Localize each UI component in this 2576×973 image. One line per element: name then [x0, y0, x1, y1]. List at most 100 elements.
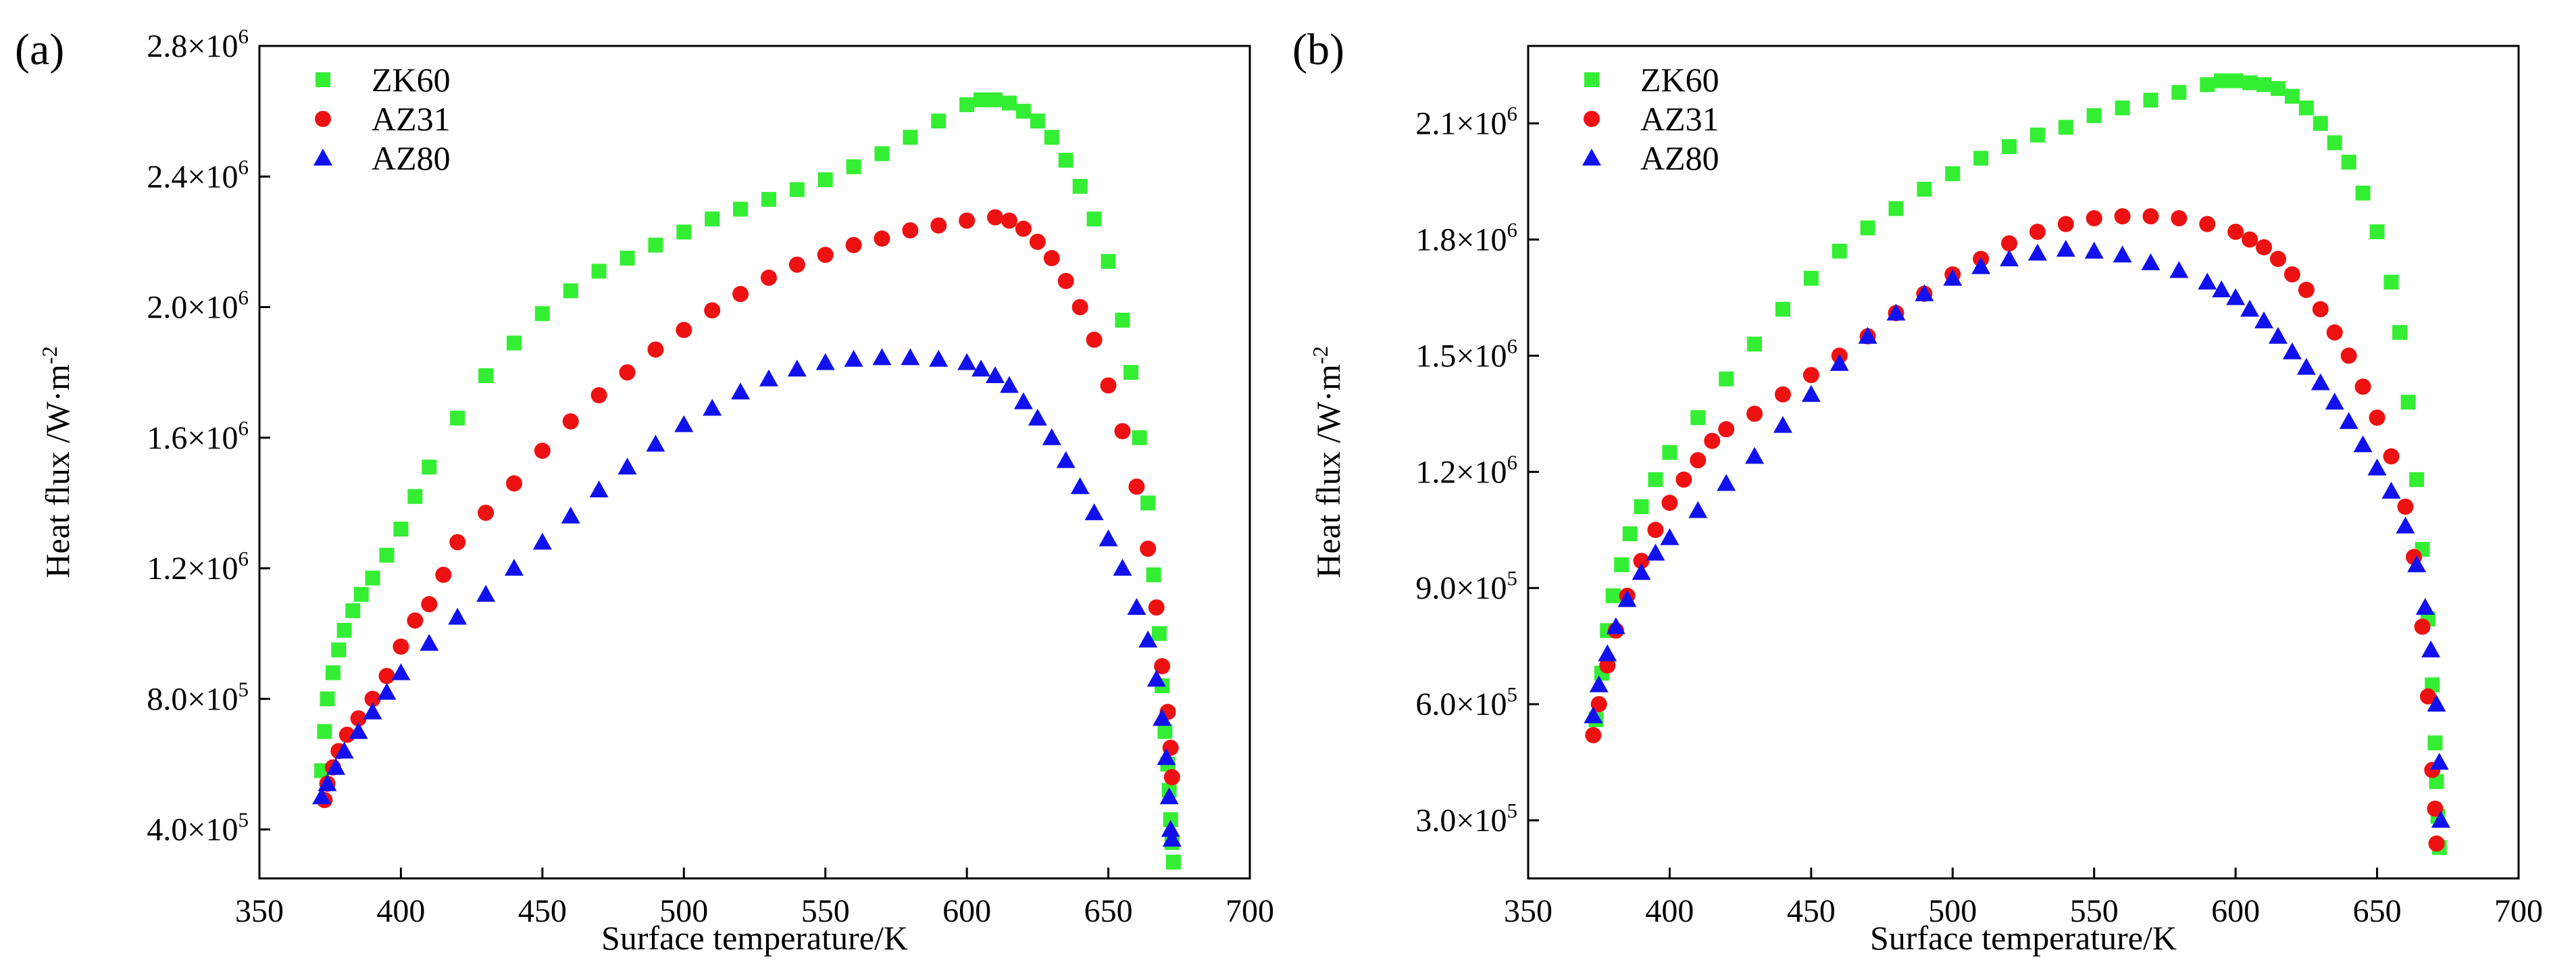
data-point: [1646, 543, 1665, 561]
data-point: [2427, 695, 2446, 712]
data-point: [1163, 769, 1180, 786]
data-point: [1001, 95, 1017, 111]
data-point: [363, 702, 382, 720]
data-point: [435, 566, 452, 583]
data-point: [704, 302, 721, 319]
x-axis-title: Surface temperature/K: [1870, 919, 2177, 957]
data-point: [589, 480, 609, 498]
data-point: [1100, 377, 1117, 394]
data-point: [2114, 208, 2131, 225]
data-point: [1888, 201, 1904, 216]
data-point: [478, 504, 495, 521]
legend-label: ZK60: [1640, 61, 1719, 99]
data-point: [2400, 395, 2416, 410]
data-point: [2001, 235, 2018, 252]
data-point: [421, 596, 438, 613]
legend-marker: [1584, 72, 1599, 87]
data-point: [957, 353, 977, 370]
data-point: [2383, 448, 2400, 465]
data-point: [1634, 499, 1649, 514]
data-point: [1832, 243, 1847, 259]
data-point: [931, 114, 946, 129]
data-point: [2058, 120, 2073, 135]
data-point: [2268, 326, 2288, 344]
data-point: [1801, 384, 1821, 402]
y-axis-title-sup: -2: [1308, 346, 1332, 364]
data-point: [2421, 640, 2441, 657]
data-point: [2429, 753, 2449, 770]
data-point: [393, 638, 409, 655]
data-point: [703, 399, 722, 416]
data-point: [365, 570, 380, 586]
data-point: [2369, 409, 2385, 426]
data-point: [1084, 503, 1104, 520]
data-point: [1161, 820, 1180, 837]
legend-label: AZ31: [1640, 100, 1719, 138]
data-point: [1123, 365, 1139, 380]
y-tick-label: 6.0×105: [1415, 682, 1517, 722]
data-point: [561, 506, 580, 524]
data-point: [2414, 618, 2431, 635]
data-point: [407, 612, 424, 629]
data-point: [1153, 709, 1172, 726]
data-point: [2310, 373, 2330, 391]
legend-label: AZ80: [1640, 139, 1719, 177]
data-point: [2339, 411, 2358, 429]
data-point: [1775, 301, 1790, 317]
data-point: [1718, 421, 1735, 438]
data-point: [2396, 516, 2415, 534]
data-point: [1072, 178, 1088, 194]
data-point: [1086, 211, 1102, 227]
data-point: [326, 757, 346, 775]
x-tick-label: 600: [942, 893, 991, 929]
data-point: [450, 410, 465, 426]
data-point: [646, 434, 665, 452]
data-point: [1128, 478, 1145, 495]
data-point: [1598, 644, 1617, 662]
data-point: [325, 665, 340, 680]
data-point: [846, 159, 861, 174]
legend-marker: [315, 72, 330, 87]
y-tick-label: 1.2×106: [1415, 450, 1517, 490]
plot-frame: [258, 45, 1251, 880]
data-point: [345, 603, 361, 618]
data-point: [1159, 787, 1179, 805]
data-point: [1043, 250, 1060, 267]
data-point: [2296, 357, 2316, 375]
data-point: [1606, 617, 1625, 634]
x-tick-label: 400: [376, 893, 425, 929]
data-point: [2353, 435, 2373, 453]
data-point: [331, 642, 347, 657]
data-point: [1660, 528, 1680, 545]
data-point: [1015, 220, 1032, 237]
data-point: [420, 634, 439, 651]
data-point: [2029, 127, 2045, 143]
data-point: [676, 224, 692, 240]
data-point: [1858, 326, 1877, 344]
data-point: [2340, 347, 2357, 364]
data-point: [1662, 445, 1677, 460]
data-point: [733, 201, 749, 217]
data-point: [407, 489, 423, 504]
data-point: [1115, 312, 1130, 328]
data-point: [959, 97, 975, 112]
x-tick-label: 500: [659, 893, 708, 929]
data-point: [2427, 800, 2444, 817]
data-point: [2369, 224, 2385, 240]
data-point: [1971, 257, 1991, 274]
y-axis-title: Heat flux /W·m-2: [1308, 346, 1347, 578]
data-point: [2283, 266, 2300, 283]
y-axis-title-main: Heat flux /W·m: [1309, 364, 1347, 578]
data-point: [1013, 392, 1033, 409]
y-tick-label: 9.0×105: [1415, 566, 1517, 606]
data-point: [2256, 77, 2272, 93]
data-point: [2029, 224, 2046, 241]
y-tick-label: 2.0×106: [147, 286, 249, 326]
x-tick-label: 700: [2494, 893, 2543, 929]
x-ticks: 350 400 450 500 550 600 650 700: [235, 868, 1274, 929]
data-point: [929, 349, 949, 367]
data-point: [1633, 553, 1650, 570]
series-az31: [1585, 208, 2445, 852]
